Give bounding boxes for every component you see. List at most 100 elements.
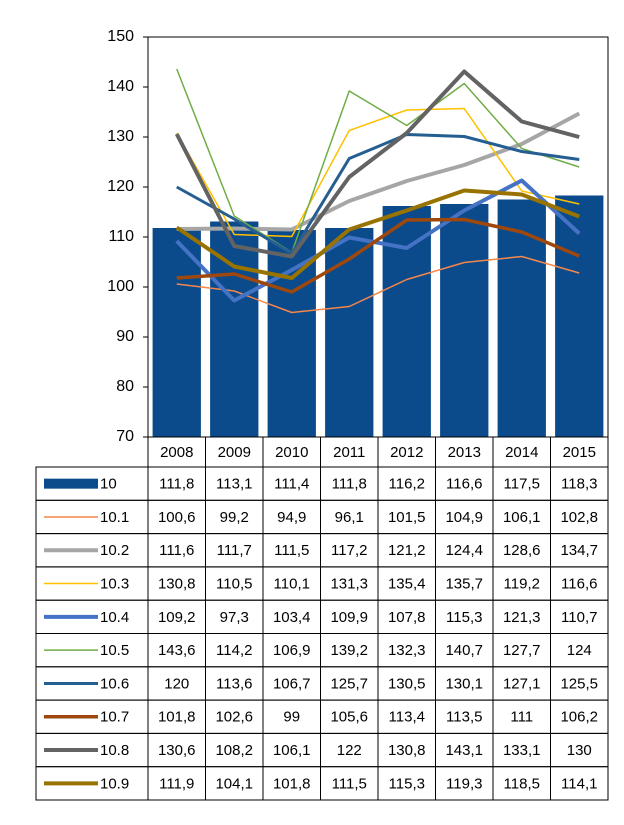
table-value: 99,2 [220, 509, 249, 526]
table-value: 101,8 [273, 775, 311, 792]
x-tick-label: 2009 [218, 444, 251, 461]
line [176, 68, 580, 254]
table-value: 117,5 [504, 476, 540, 493]
table-value: 122 [337, 742, 362, 759]
table-value: 130,8 [158, 576, 196, 593]
table-value: 143,1 [445, 742, 483, 759]
table-value: 108,2 [215, 742, 253, 759]
table-value: 127,1 [503, 675, 541, 692]
x-tick-label: 2015 [563, 444, 596, 461]
table-value: 125,5 [560, 675, 598, 692]
x-tick-label: 2008 [160, 444, 193, 461]
table-value: 111,6 [159, 542, 194, 559]
table-value: 116,6 [561, 576, 597, 593]
table-value: 135,7 [445, 576, 483, 593]
table-value: 106,1 [503, 509, 541, 526]
line [176, 107, 580, 238]
bar [497, 199, 546, 437]
legend-label: 10.7 [100, 709, 129, 726]
table-value: 99 [283, 709, 300, 726]
table-value: 102,6 [215, 709, 253, 726]
bar [382, 206, 431, 437]
table-value: 133,1 [503, 742, 541, 759]
table-value: 134,7 [560, 542, 598, 559]
table-value: 106,9 [273, 642, 311, 659]
table-value: 106,1 [273, 742, 311, 759]
table-value: 110,5 [216, 576, 252, 593]
legend-label: 10.9 [100, 775, 129, 792]
table-value: 102,8 [560, 509, 598, 526]
table-value: 130,5 [388, 675, 426, 692]
y-tick-label: 90 [116, 328, 134, 345]
legend-label: 10.3 [100, 576, 129, 593]
table-value: 105,6 [330, 709, 368, 726]
legend-swatch [44, 478, 98, 489]
table-value: 109,2 [158, 609, 196, 626]
table-value: 107,8 [388, 609, 426, 626]
legend-label: 10.5 [100, 642, 129, 659]
table-value: 115,3 [446, 609, 482, 626]
table-value: 116,2 [389, 476, 425, 493]
table-value: 111,9 [159, 775, 194, 792]
table-value: 113,4 [389, 709, 425, 726]
table-value: 111,5 [332, 775, 367, 792]
table-value: 132,3 [388, 642, 426, 659]
y-tick-label: 110 [108, 228, 134, 245]
table-value: 113,6 [216, 675, 252, 692]
y-tick-label: 140 [107, 78, 134, 95]
table-value: 106,7 [273, 675, 311, 692]
legend-label: 10.4 [100, 609, 129, 626]
table-value: 106,2 [560, 709, 598, 726]
table-value: 109,9 [330, 609, 368, 626]
table-value: 128,6 [503, 542, 541, 559]
table-value: 114,2 [216, 642, 252, 659]
table-value: 130,6 [158, 742, 196, 759]
legend-label: 10.2 [100, 542, 129, 559]
table-value: 130,8 [388, 742, 426, 759]
table-value: 131,3 [330, 576, 368, 593]
x-tick-label: 2012 [390, 444, 423, 461]
table-value: 104,9 [445, 509, 483, 526]
table-value: 118,5 [504, 775, 540, 792]
table-value: 124,4 [445, 542, 483, 559]
table-value: 104,1 [215, 775, 253, 792]
table-value: 125,7 [330, 675, 368, 692]
y-tick-label: 100 [107, 278, 134, 295]
table-value: 111,8 [159, 476, 194, 493]
table-value: 124 [567, 642, 592, 659]
table-value: 139,2 [330, 642, 368, 659]
legend-label: 10 [100, 476, 117, 493]
table-value: 103,4 [273, 609, 311, 626]
x-tick-label: 2013 [448, 444, 481, 461]
y-tick-label: 70 [116, 428, 134, 445]
table-value: 97,3 [220, 609, 249, 626]
table-value: 100,6 [158, 509, 196, 526]
table-value: 111,5 [274, 542, 309, 559]
line [176, 217, 580, 294]
table-value: 101,8 [158, 709, 196, 726]
x-tick-label: 2014 [505, 444, 538, 461]
x-tick-label: 2011 [333, 444, 365, 461]
table-value: 111,7 [217, 542, 252, 559]
table-value: 110,1 [274, 576, 310, 593]
table-value: 111,8 [332, 476, 367, 493]
table-value: 96,1 [335, 509, 364, 526]
table-value: 101,5 [388, 509, 426, 526]
table-value: 110,7 [561, 609, 597, 626]
bar [152, 228, 201, 437]
y-tick-label: 150 [107, 28, 134, 45]
legend-label: 10.1 [100, 509, 129, 526]
table-value: 114,1 [561, 775, 597, 792]
table-value: 115,3 [389, 775, 425, 792]
table-value: 117,2 [331, 542, 367, 559]
legend-label: 10.6 [100, 675, 129, 692]
bar [325, 228, 374, 437]
table-cell [550, 766, 609, 801]
line [174, 69, 580, 259]
table-value: 130 [567, 742, 592, 759]
table-value: 113,1 [216, 476, 252, 493]
line [176, 133, 580, 255]
table-value: 113,5 [446, 709, 482, 726]
table-value: 94,9 [277, 509, 306, 526]
bar [440, 204, 489, 437]
